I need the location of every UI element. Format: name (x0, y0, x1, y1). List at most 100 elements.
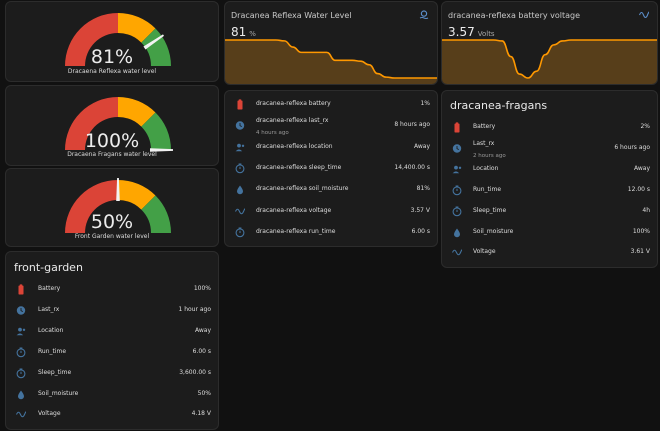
timer-icon (235, 227, 245, 238)
gauge-needle (150, 148, 173, 152)
graph-area (225, 40, 437, 84)
gauge-segment-low (65, 97, 118, 150)
entity-name: Last_rx (38, 305, 60, 313)
water-drop-icon (454, 228, 460, 237)
entity-row[interactable]: Voltage 4.18 V (6, 405, 218, 425)
history-graph (442, 39, 657, 84)
entity-row[interactable]: Battery 2% (442, 118, 657, 138)
sensor-card-reflexa-battery-voltage[interactable]: dracanea-reflexa battery voltage 3.57 Vol… (441, 1, 658, 85)
sensor-card-title: dracanea-reflexa battery voltage (448, 11, 581, 20)
graph-line (225, 39, 437, 79)
entity-name: Sleep_time (38, 368, 72, 376)
account-location-icon (16, 327, 26, 335)
entity-state: 100% (632, 227, 650, 235)
entity-row[interactable]: dracanea-reflexa location Away (225, 138, 437, 158)
entity-name: dracanea-reflexa run_time (256, 227, 336, 235)
entity-name: Voltage (473, 248, 496, 256)
gauge-segment-mid (118, 97, 156, 127)
gauge-dial (65, 178, 171, 233)
gauge-card-front-garden[interactable]: 50% Front Garden water level (5, 168, 219, 247)
entity-name: dracanea-reflexa last_rx (256, 117, 329, 125)
entity-name: dracanea-reflexa battery (256, 100, 331, 107)
gauge-dial (65, 13, 171, 67)
entity-row[interactable]: Last_rx 2 hours ago 6 hours ago (442, 139, 657, 159)
gauge-segment-low (65, 13, 118, 66)
sensor-card-value: 3.57 Volts (448, 25, 495, 39)
entity-state: 1 hour ago (178, 305, 211, 313)
entity-row[interactable]: dracanea-reflexa run_time 6.00 s (225, 223, 437, 243)
entity-state: 3,600.00 s (179, 368, 211, 376)
water-drop-icon (237, 185, 243, 195)
entity-row[interactable]: Voltage 3.61 V (442, 243, 657, 263)
entity-name: Battery (38, 285, 61, 292)
entity-state: Away (634, 164, 650, 172)
entity-row[interactable]: Last_rx 1 hour ago (6, 301, 218, 321)
gauge-needle (116, 178, 120, 201)
entity-name: dracanea-reflexa sleep_time (256, 163, 342, 171)
entity-name: dracanea-reflexa location (256, 142, 333, 150)
entity-state: 8 hours ago (394, 121, 430, 129)
card-title: front-garden (14, 261, 83, 274)
entity-row[interactable]: dracanea-reflexa sleep_time 14,400.00 s (225, 159, 437, 179)
battery-icon (237, 99, 243, 110)
gauge-segment-high (141, 28, 171, 67)
entity-row[interactable]: Battery 100% (6, 280, 218, 300)
entity-row[interactable]: dracanea-reflexa voltage 3.57 V (225, 202, 437, 222)
entity-state: 1% (420, 100, 430, 107)
sine-wave-icon (639, 11, 649, 19)
entity-row[interactable]: dracanea-reflexa battery 1% (225, 95, 437, 115)
gauge-value: 100% (84, 130, 140, 152)
entity-row[interactable]: Location Away (6, 322, 218, 342)
entity-name: Location (38, 326, 64, 334)
entity-name: Run_time (38, 347, 67, 355)
gauge-segment-mid (118, 13, 156, 43)
entity-state: 4h (642, 206, 650, 214)
entity-state: 100% (193, 285, 211, 292)
sine-wave-icon (452, 249, 462, 256)
gauge-card-dracaena-reflexa[interactable]: 81% Dracaena Reflexa water level (5, 1, 219, 82)
entity-row[interactable]: dracanea-reflexa soil_moisture 81% (225, 180, 437, 200)
account-location-icon (235, 143, 245, 151)
water-level-icon (419, 10, 429, 19)
graph-line (442, 39, 657, 79)
entity-row[interactable]: Soil_moisture 100% (442, 223, 657, 243)
gauge-name: Dracaena Reflexa water level (67, 68, 157, 75)
entity-row[interactable]: Location Away (442, 160, 657, 180)
history-graph (225, 39, 437, 84)
gauge-name: Dracaena Fragans water level (67, 151, 157, 158)
entity-row[interactable]: dracanea-reflexa last_rx 4 hours ago 8 hou… (225, 116, 437, 136)
entity-name: Location (473, 164, 499, 172)
entity-row[interactable]: Run_time 12.00 s (442, 181, 657, 201)
entity-name: Voltage (38, 410, 61, 418)
entity-state: 6.00 s (192, 347, 211, 355)
entity-secondary: 2 hours ago (473, 152, 506, 159)
timer-icon (16, 368, 26, 378)
clock-icon (16, 306, 26, 315)
entity-row[interactable]: Sleep_time 4h (442, 202, 657, 222)
gauge-card-dracaena-fragans[interactable]: 100% Dracaena Fragans water level (5, 85, 219, 166)
entity-row[interactable]: Run_time 6.00 s (6, 343, 218, 363)
entity-state: 4.18 V (191, 410, 211, 418)
gauge-needle (143, 34, 164, 50)
entity-state: Away (414, 142, 430, 150)
entity-state: 14,400.00 s (394, 163, 430, 171)
entity-name: Run_time (473, 185, 502, 193)
gauge-segment-high (141, 112, 171, 150)
battery-icon (18, 284, 24, 295)
entities-card-dracanea-reflexa: dracanea-reflexa battery 1% dracanea-refle… (224, 90, 438, 247)
sensor-card-reflexa-water-level[interactable]: Dracanea Reflexa Water Level 81% (224, 1, 438, 85)
battery-icon (454, 122, 460, 133)
gauge-segment-low (65, 180, 118, 233)
gauge-segment-high (141, 195, 171, 233)
timer-icon (235, 163, 245, 174)
entity-state: 2% (640, 123, 650, 130)
clock-icon (235, 121, 245, 130)
entity-state: 50% (197, 389, 211, 397)
entity-name: Soil_moisture (38, 389, 79, 397)
clock-icon (452, 144, 462, 153)
gauge-dial (65, 97, 173, 152)
water-drop-icon (18, 390, 24, 399)
entity-row[interactable]: Soil_moisture 50% (6, 385, 218, 405)
entity-state: 6.00 s (411, 227, 430, 235)
entity-row[interactable]: Sleep_time 3,600.00 s (6, 364, 218, 384)
